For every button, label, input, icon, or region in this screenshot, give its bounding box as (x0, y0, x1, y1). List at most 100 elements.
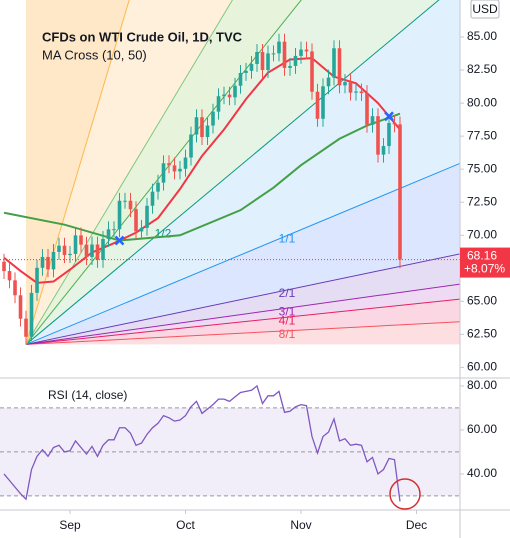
currency-label[interactable]: USD (472, 2, 498, 16)
chart-title: CFDs on WTI Crude Oil, 1D, TVC (42, 29, 243, 44)
y-tick-label: 60.00 (467, 360, 497, 374)
indicator-title: MA Cross (10, 50) (42, 47, 147, 62)
candle-body (244, 70, 248, 73)
fan-label: 3/1 (279, 304, 296, 318)
y-tick-label: 85.00 (467, 29, 497, 43)
candle-body (392, 122, 397, 125)
candle-body (216, 96, 221, 112)
fan-label: 4/1 (279, 313, 296, 327)
moving-average (3, 112, 401, 242)
candle-body (2, 261, 6, 272)
candle-body (95, 244, 100, 260)
y-tick-label: 70.00 (467, 227, 497, 241)
cross-marker (114, 235, 125, 246)
candle-body (365, 93, 369, 125)
rsi-line (3, 384, 401, 502)
candle-body (310, 51, 314, 92)
candle-body (40, 256, 45, 268)
fan-band (26, 0, 130, 345)
candle-body (112, 229, 116, 231)
candle-body (249, 63, 254, 71)
main-pane: 8/14/13/12/11/11/2 (0, 0, 460, 345)
candle-body (68, 253, 72, 256)
candle-body (161, 163, 166, 183)
candle-body (13, 280, 17, 296)
candle-body (29, 292, 34, 337)
rsi-band (0, 407, 460, 496)
candle-body (200, 117, 204, 138)
candle-body (348, 82, 353, 93)
candle-body (183, 157, 188, 169)
candle-body (18, 295, 23, 319)
candle-body (304, 49, 309, 52)
candle-body (337, 48, 342, 86)
candle-body (255, 51, 259, 64)
candle-body (84, 244, 89, 258)
candle-body (332, 48, 336, 78)
x-tick-label: Sep (59, 518, 81, 532)
y-tick-label: 72.50 (467, 194, 497, 208)
x-tick-label: Oct (176, 518, 195, 532)
rsi-title: RSI (14, close) (48, 388, 127, 402)
candle-body (205, 125, 210, 138)
y-tick-label: 82.50 (467, 62, 497, 76)
candle-body (222, 94, 226, 97)
candle-body (266, 53, 270, 71)
candle-body (62, 245, 67, 256)
x-tick-label: Dec (406, 518, 427, 532)
y-tick-label: 77.50 (467, 128, 497, 142)
candle-body (398, 124, 402, 260)
candle-body (260, 51, 265, 71)
candle-body (178, 168, 182, 172)
candle-body (51, 251, 56, 270)
candle-body (293, 55, 298, 66)
y-tick-label: 40.00 (467, 466, 497, 480)
candle-body (271, 53, 276, 55)
candle-body (354, 91, 358, 93)
candle-body (370, 116, 375, 125)
candle-body (167, 163, 171, 166)
candle-body (238, 72, 243, 86)
candle-body (299, 49, 303, 56)
cross-marker (384, 111, 394, 122)
plot-layer: 8/14/13/12/11/11/2 (0, 0, 460, 502)
candle-body (73, 235, 78, 254)
highlight-circle (389, 478, 421, 510)
candle-body (156, 182, 160, 192)
candle-body (145, 205, 149, 228)
candle-body (321, 86, 325, 119)
candle-body (101, 238, 105, 260)
last-price-label: 68.16 (467, 249, 497, 263)
fan-label: 2/1 (279, 286, 296, 300)
candle-body (7, 271, 12, 281)
candle-body (139, 227, 144, 232)
y-tick-label: 80.00 (467, 95, 497, 109)
candle-body (359, 91, 364, 94)
candle-body (46, 256, 50, 270)
candle-body (387, 122, 391, 147)
y-tick-label: 80.00 (467, 378, 497, 392)
candle-body (35, 267, 39, 293)
candle-body (134, 209, 138, 232)
candle-body (24, 318, 28, 337)
candle-body (189, 134, 193, 158)
candle-body (79, 235, 83, 245)
y-tick-label: 62.50 (467, 327, 497, 341)
candle-body (381, 146, 386, 155)
candle-body (282, 41, 287, 68)
y-tick-label: 65.00 (467, 294, 497, 308)
candle-body (326, 77, 331, 87)
candle-body (376, 116, 380, 155)
candle-body (123, 200, 127, 202)
candle-body (211, 111, 215, 126)
y-tick-label: 60.00 (467, 422, 497, 436)
last-price-change: +8.07% (464, 262, 505, 276)
candle-body (128, 200, 133, 210)
candle-body (90, 244, 94, 258)
candle-body (172, 165, 177, 172)
moving-average (3, 57, 401, 284)
fan-label: 8/1 (279, 327, 296, 341)
rsi-pane (0, 384, 460, 502)
currency-box[interactable] (470, 0, 500, 19)
candle-body (343, 82, 347, 86)
